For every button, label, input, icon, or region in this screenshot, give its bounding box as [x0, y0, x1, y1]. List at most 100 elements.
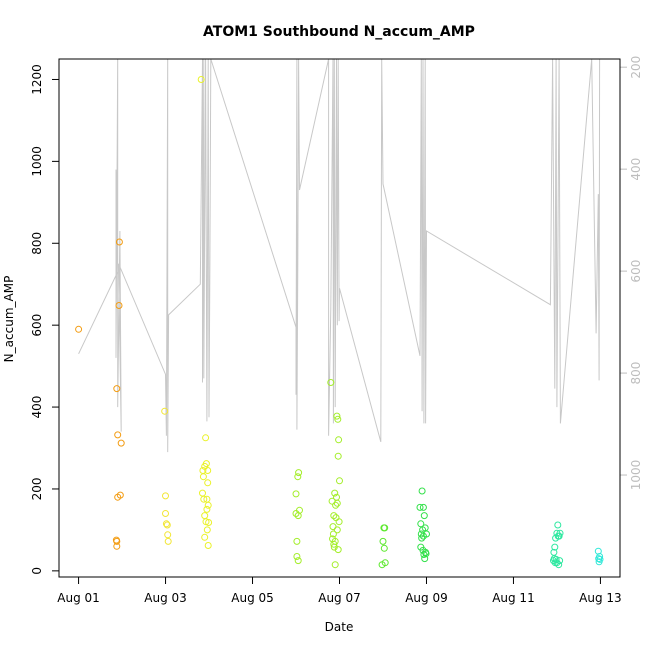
data-point [333, 526, 341, 534]
data-point [381, 559, 389, 567]
data-point [380, 544, 388, 552]
x-tick-label: Aug 01 [57, 591, 100, 605]
data-point [335, 518, 343, 526]
data-point [329, 530, 337, 538]
data-point [197, 76, 205, 83]
data-point [161, 407, 169, 415]
data-point [292, 490, 300, 498]
data-point [162, 520, 170, 528]
data-point [555, 561, 563, 569]
x-tick-label: Aug 09 [405, 591, 448, 605]
data-point [331, 561, 339, 569]
y-axis-label: N_accum_AMP [2, 276, 16, 363]
data-point [204, 542, 212, 549]
data-point [293, 537, 301, 545]
data-point [596, 553, 604, 560]
y-tick-label: 0 [30, 567, 44, 575]
data-point [596, 555, 604, 563]
data-point [164, 537, 172, 545]
data-point [162, 492, 169, 500]
data-point [201, 533, 209, 541]
data-point [334, 415, 342, 423]
data-point [417, 530, 425, 538]
data-point [330, 512, 338, 520]
data-point [333, 499, 341, 507]
data-point [554, 521, 562, 529]
data-point [419, 503, 427, 511]
axes-layer: Aug 01 Aug 03 Aug 05 Aug 07 Aug 09 Aug 11 Aug … [30, 56, 643, 605]
data-point [204, 467, 212, 474]
data-point [334, 546, 342, 554]
data-point [113, 537, 121, 545]
data-point [113, 542, 121, 550]
data-point [205, 519, 213, 526]
data-point [379, 537, 387, 545]
data-point [203, 526, 211, 534]
points-layer [75, 76, 604, 569]
data-point [295, 469, 303, 477]
data-point [204, 501, 212, 509]
y-tick-label: 1000 [30, 146, 44, 177]
data-point [336, 477, 343, 485]
x-tick-label: Aug 03 [144, 591, 187, 605]
data-point [422, 550, 430, 558]
chart-title: ATOM1 Southbound N_accum_AMP [203, 24, 475, 40]
data-point [296, 506, 303, 514]
x-tick-label: Aug 05 [231, 591, 274, 605]
data-point [334, 452, 342, 460]
data-point [331, 537, 339, 545]
data-point [294, 473, 302, 481]
data-point [116, 491, 124, 499]
y-tick-label: 600 [30, 314, 44, 337]
data-point [423, 530, 430, 538]
plot-frame [58, 58, 621, 578]
secondary-tick-label: 400 [629, 158, 643, 181]
data-point [199, 473, 207, 481]
data-point [555, 532, 563, 540]
data-point [115, 302, 123, 309]
secondary-tick-label: 600 [629, 260, 643, 283]
data-point [332, 501, 340, 509]
data-point [114, 431, 122, 439]
data-point [294, 557, 302, 565]
secondary-tick-label: 200 [629, 56, 643, 79]
data-point [418, 487, 426, 495]
y-tick-label: 1200 [30, 64, 44, 95]
data-point [556, 557, 564, 565]
data-point [556, 529, 564, 537]
secondary-tick-label: 1000 [629, 460, 643, 491]
data-point [117, 439, 125, 447]
data-point [420, 512, 428, 520]
data-point [418, 534, 426, 542]
data-point [163, 521, 171, 529]
data-point [202, 434, 210, 442]
data-point [329, 523, 337, 531]
x-axis-label: Date [325, 620, 354, 634]
data-point [333, 412, 341, 420]
y-tick-label: 200 [30, 478, 44, 501]
data-point [335, 436, 343, 444]
data-point [381, 524, 389, 532]
data-point [551, 543, 559, 551]
y-tick-label: 400 [30, 396, 44, 419]
data-point [200, 495, 208, 503]
data-point [416, 503, 424, 511]
data-point [113, 385, 121, 393]
data-point [204, 479, 212, 487]
data-point [293, 553, 301, 560]
data-point [164, 531, 172, 539]
data-point [202, 460, 210, 468]
data-point [115, 238, 123, 246]
data-point [327, 379, 335, 386]
x-tick-label: Aug 11 [492, 591, 535, 605]
data-point [331, 489, 339, 497]
y-tick-label: 800 [30, 232, 44, 255]
x-tick-label: Aug 07 [318, 591, 361, 605]
data-point [417, 520, 425, 528]
data-point [162, 510, 169, 517]
x-tick-label: Aug 13 [579, 591, 622, 605]
secondary-tick-label: 800 [629, 362, 643, 385]
data-point [203, 505, 211, 513]
